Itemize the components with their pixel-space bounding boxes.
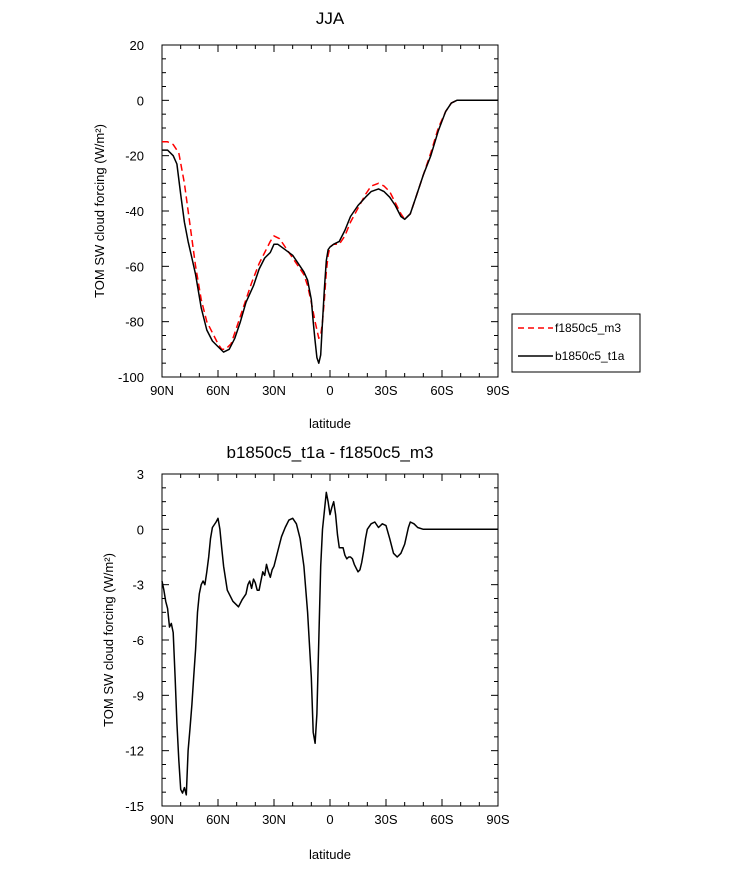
- top-x-tick-label: 60N: [206, 383, 230, 398]
- top-x-tick-label: 60S: [430, 383, 453, 398]
- bottom-axis-ticks: 90N 60N 30N 0 30S 60S 90S 3 0 -3 -6 -9 -12 -15: [125, 467, 510, 827]
- top-y-tick-label: 0: [137, 93, 144, 108]
- bottom-plot-frame: [161, 473, 499, 807]
- top-plot-frame: [161, 44, 499, 378]
- top-x-tick-label: 90S: [486, 383, 509, 398]
- bottom-x-tick-label: 90S: [486, 812, 509, 827]
- top-series-line-1: [162, 99, 498, 364]
- bottom-y-tick-label: 0: [137, 522, 144, 537]
- bottom-x-tick-label: 60N: [206, 812, 230, 827]
- top-x-tick-label: 30S: [374, 383, 397, 398]
- bottom-series-line-0: [161, 491, 498, 796]
- top-y-axis-label: TOM SW cloud forcing (W/m²): [92, 124, 107, 298]
- bottom-series-lines: [161, 491, 498, 796]
- bottom-y-axis-label: TOM SW cloud forcing (W/m²): [101, 553, 116, 727]
- bottom-x-axis-label: latitude: [309, 847, 351, 862]
- legend-label-f1850c5-m3: f1850c5_m3: [555, 321, 621, 335]
- bottom-y-tick-label: -9: [132, 688, 144, 703]
- legend-box: [511, 313, 641, 373]
- legend-label-b1850c5-t1a: b1850c5_t1a: [555, 349, 625, 363]
- top-axis-ticks: 90N 60N 30N 0 30S 60S 90S 20 0 -20 -40 -60 -80 -100: [118, 38, 510, 398]
- bottom-y-tick-label: 3: [137, 467, 144, 482]
- top-y-tick-label: 20: [130, 38, 144, 53]
- top-x-tick-label: 0: [326, 383, 333, 398]
- top-y-tick-label: -20: [125, 149, 144, 164]
- top-series-line-0: [162, 99, 498, 351]
- top-x-axis-label: latitude: [309, 416, 351, 431]
- bottom-x-tick-label: 60S: [430, 812, 453, 827]
- top-y-tick-label: -100: [118, 370, 144, 385]
- top-x-tick-label: 90N: [150, 383, 174, 398]
- top-y-tick-label: -80: [125, 315, 144, 330]
- bottom-x-tick-label: 90N: [150, 812, 174, 827]
- top-x-tick-label: 30N: [262, 383, 286, 398]
- top-series-lines: [162, 99, 498, 364]
- bottom-y-tick-label: -6: [132, 633, 144, 648]
- bottom-y-tick-label: -12: [125, 744, 144, 759]
- top-y-tick-label: -60: [125, 259, 144, 274]
- bottom-x-tick-label: 30S: [374, 812, 397, 827]
- bottom-chart-title: b1850c5_t1a - f1850c5_m3: [227, 443, 434, 462]
- legend: f1850c5_m3 b1850c5_t1a: [511, 313, 641, 373]
- top-y-tick-label: -40: [125, 204, 144, 219]
- bottom-x-tick-label: 30N: [262, 812, 286, 827]
- top-chart-title: JJA: [316, 9, 345, 28]
- bottom-y-tick-label: -15: [125, 799, 144, 814]
- bottom-x-tick-label: 0: [326, 812, 333, 827]
- bottom-y-tick-label: -3: [132, 578, 144, 593]
